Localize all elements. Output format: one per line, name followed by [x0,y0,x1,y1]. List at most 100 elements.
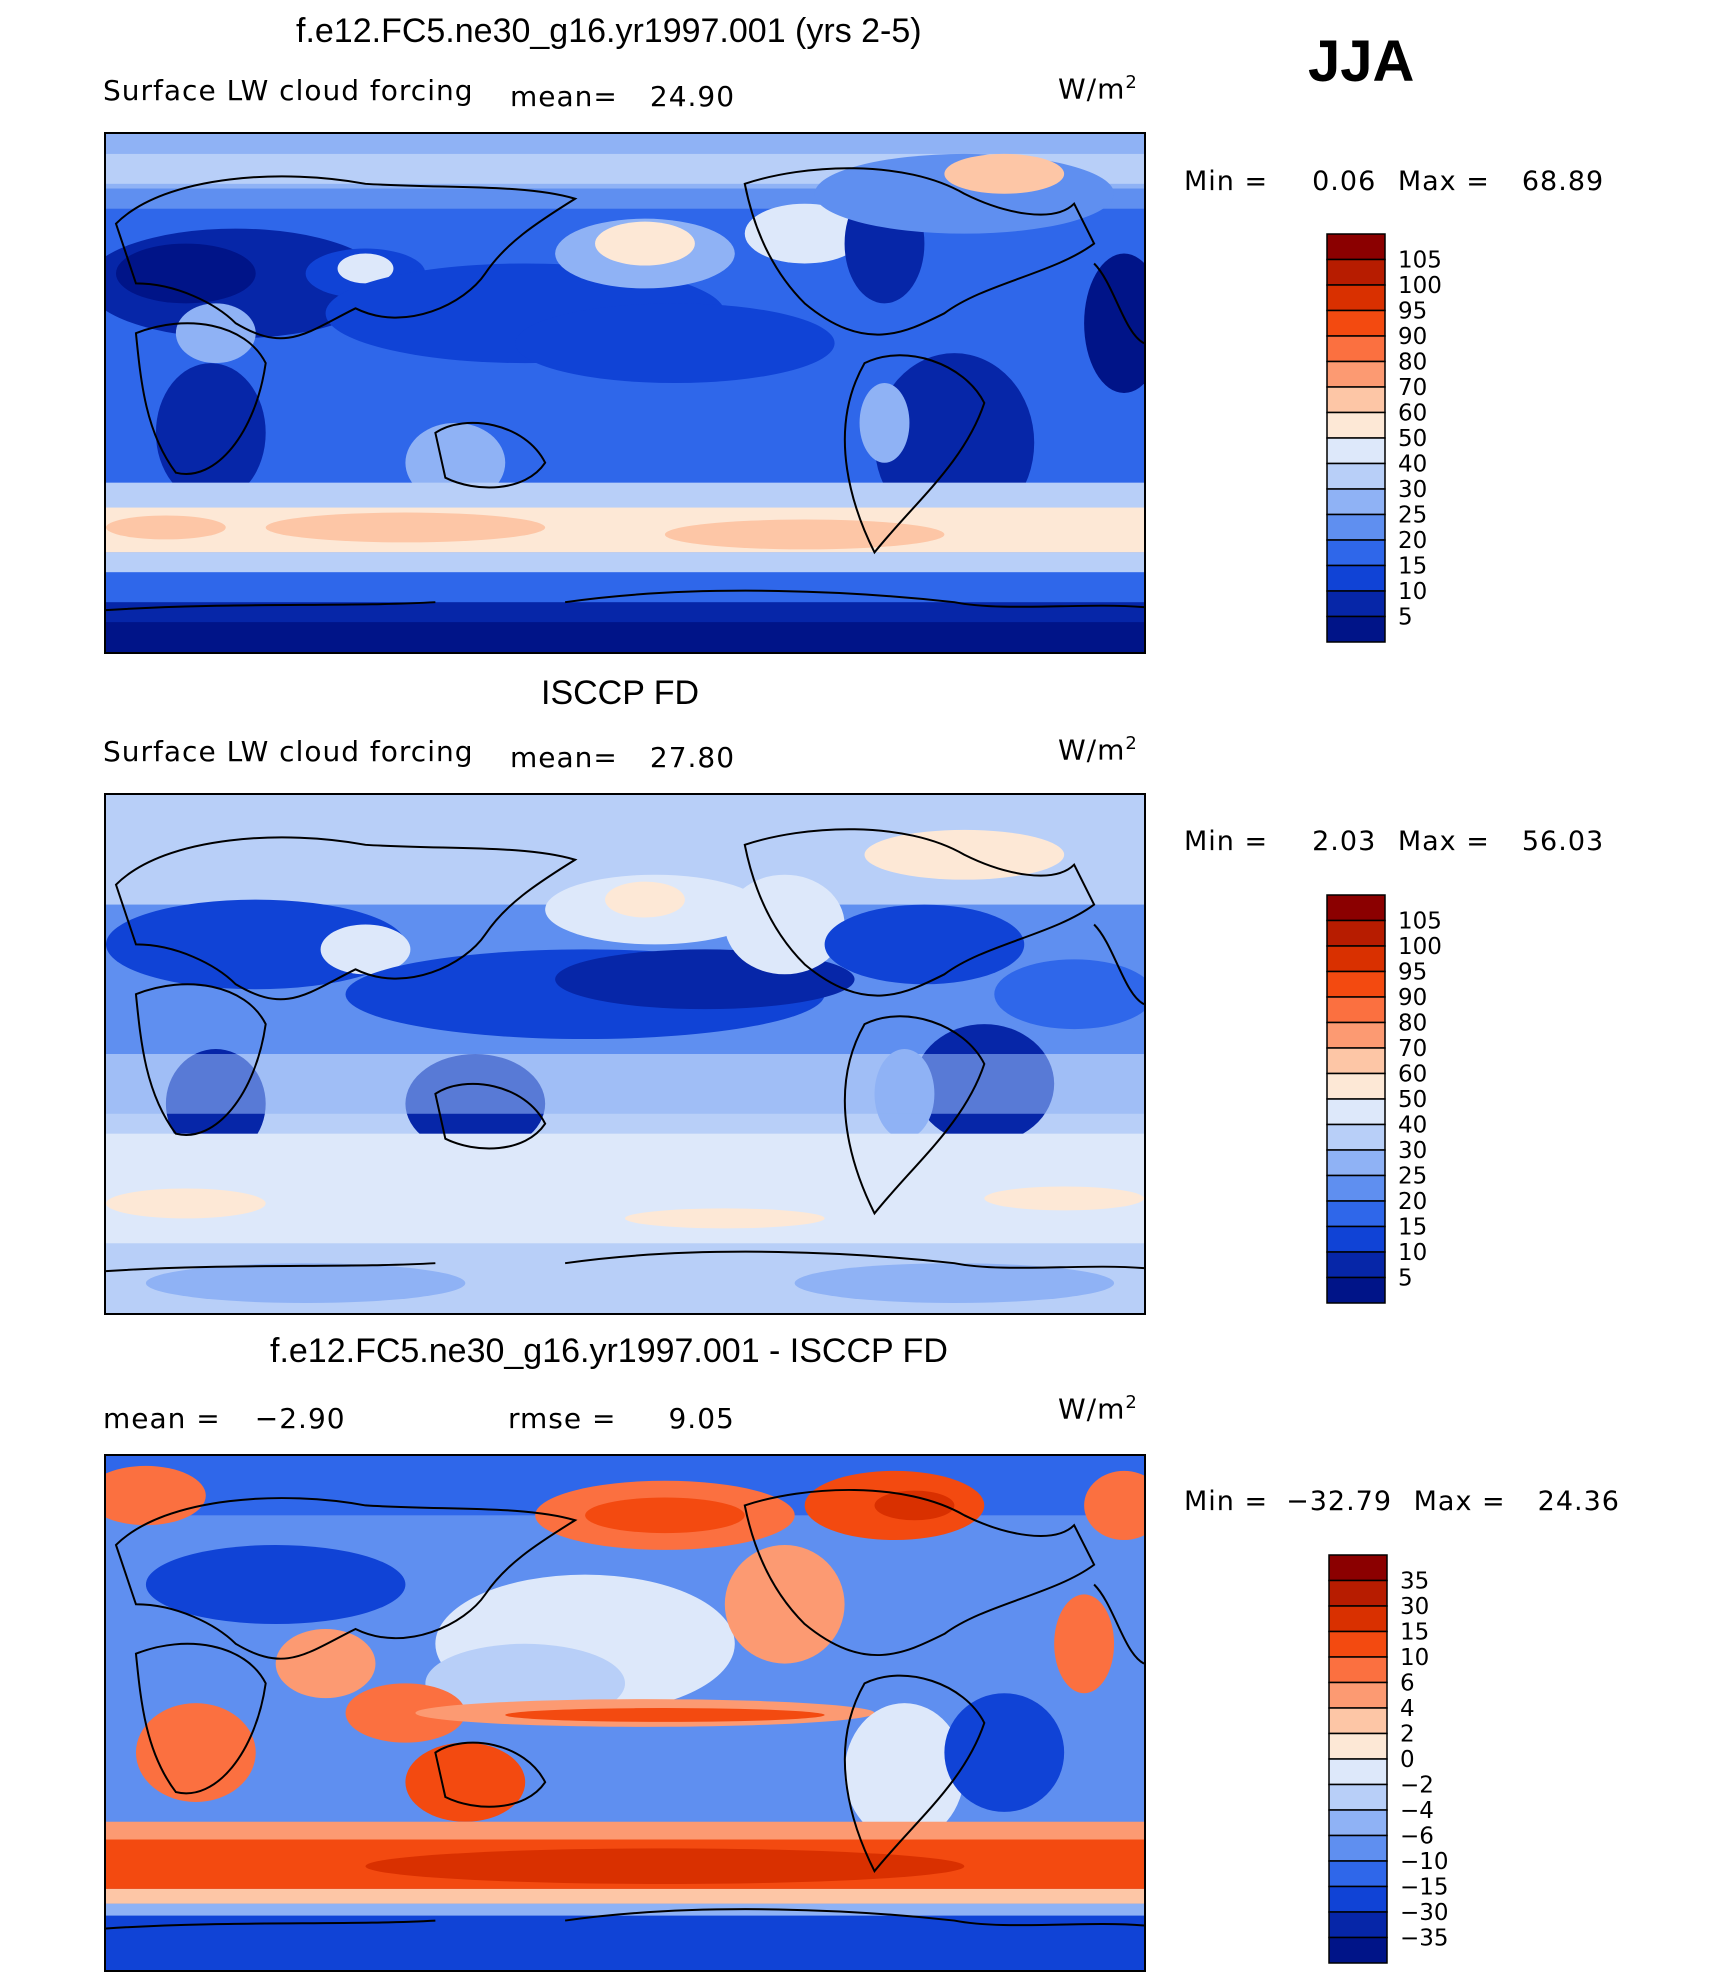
colorbar-swatch [1326,437,1386,465]
colorbar-tick-label: 40 [1398,452,1427,478]
panel-3-colorbar: 35 30 15 10 6 4 2 0 −2 −4 −6 −10 −15 −30 −35 [1328,1554,1496,1971]
colorbar-tick-label: 30 [1398,477,1427,503]
colorbar-swatch [1328,1732,1388,1760]
colorbar-swatch [1326,386,1386,414]
colorbar-tick-label: 10 [1400,1645,1429,1671]
colorbar-swatch [1328,1783,1388,1811]
panel-1-title: f.e12.FC5.ne30_g16.yr1997.001 (yrs 2-5) [296,12,922,50]
colorbar-tick-label: −2 [1400,1773,1434,1799]
colorbar-swatch [1326,360,1386,388]
colorbar-swatch [1326,1200,1386,1228]
colorbar-tick-label: 25 [1398,1164,1427,1190]
colorbar-swatch [1328,1656,1388,1684]
panel-1-units: W/m2 [1058,72,1138,106]
colorbar-tick-label: 100 [1398,934,1442,960]
colorbar-swatch [1326,1174,1386,1202]
panel-2-map [104,793,1146,1315]
colorbar-swatch [1326,919,1386,947]
colorbar-tick-label: 30 [1398,1138,1427,1164]
colorbar-swatch [1328,1911,1388,1939]
colorbar-swatch [1326,1225,1386,1253]
panel-3-map [104,1454,1146,1972]
colorbar-swatch [1326,1123,1386,1151]
panel-2-minmax: Min = 2.03 Max = 56.03 [1184,826,1605,857]
colorbar-tick-label: 90 [1398,985,1427,1011]
colorbar-tick-label: 15 [1398,554,1427,580]
colorbar-swatch [1328,1860,1388,1888]
colorbar-swatch [1326,1072,1386,1100]
colorbar-swatch [1326,945,1386,973]
panel-2-variable: Surface LW cloud forcing [103,735,474,768]
colorbar-tick-label: 80 [1398,1011,1427,1037]
colorbar-swatch [1328,1707,1388,1735]
colorbar-tick-label: 2 [1400,1722,1415,1748]
colorbar-tick-label: 35 [1400,1569,1429,1595]
colorbar-tick-label: −30 [1400,1900,1449,1926]
colorbar-tick-label: 70 [1398,1036,1427,1062]
panel-3-title: f.e12.FC5.ne30_g16.yr1997.001 - ISCCP FD [270,1332,948,1370]
colorbar-tick-label: 5 [1398,1266,1413,1292]
colorbar-tick-label: 95 [1398,299,1427,325]
colorbar-tick-label: −6 [1400,1824,1434,1850]
panel-2-colorbar: 105 100 95 90 80 70 60 50 40 30 25 20 15 10 5 [1326,894,1494,1311]
colorbar-swatch [1326,335,1386,363]
colorbar-tick-label: 30 [1400,1594,1429,1620]
colorbar-swatch [1326,970,1386,998]
colorbar-swatch [1326,1098,1386,1126]
panel-1-variable: Surface LW cloud forcing [103,74,474,107]
panel-3-mean: mean = −2.90 [103,1402,346,1435]
colorbar-tick-label: 10 [1398,579,1427,605]
colorbar-tick-label: −15 [1400,1875,1449,1901]
colorbar-tick-label: 10 [1398,1240,1427,1266]
colorbar-tick-label: 6 [1400,1671,1415,1697]
colorbar-swatch [1326,462,1386,490]
colorbar-swatch [1328,1936,1388,1964]
colorbar-tick-label: 20 [1398,528,1427,554]
colorbar-swatch [1326,488,1386,516]
colorbar-tick-label: −10 [1400,1849,1449,1875]
colorbar-tick-label: 20 [1398,1189,1427,1215]
panel-3-units: W/m2 [1058,1392,1138,1426]
colorbar-tick-label: 60 [1398,401,1427,427]
colorbar-swatch [1328,1758,1388,1786]
colorbar-swatch [1326,590,1386,618]
colorbar-tick-label: 80 [1398,350,1427,376]
colorbar-swatch [1326,258,1386,286]
colorbar-swatch [1326,1251,1386,1279]
colorbar-swatch [1326,894,1386,922]
panel-1-map [104,132,1146,654]
panel-3-rmse: rmse = 9.05 [508,1402,735,1435]
colorbar-swatch [1326,513,1386,541]
colorbar-tick-label: 100 [1398,273,1442,299]
panel-1-colorbar: 105 100 95 90 80 70 60 50 40 30 25 20 15 10 5 [1326,233,1494,650]
colorbar-tick-label: 105 [1398,248,1442,274]
panel-2-mean: mean= 27.80 [510,741,736,774]
panel-2-title: ISCCP FD [541,674,700,712]
colorbar-tick-label: 60 [1398,1062,1427,1088]
colorbar-tick-label: 40 [1398,1113,1427,1139]
colorbar-swatch [1326,539,1386,567]
colorbar-swatch [1326,564,1386,592]
panel-1-minmax: Min = 0.06 Max = 68.89 [1184,166,1605,197]
colorbar-tick-label: 95 [1398,960,1427,986]
colorbar-tick-label: 0 [1400,1747,1415,1773]
colorbar-tick-label: 50 [1398,426,1427,452]
colorbar-swatch [1328,1630,1388,1658]
colorbar-swatch [1328,1579,1388,1607]
colorbar-swatch [1328,1885,1388,1913]
panel-2-units: W/m2 [1058,733,1138,767]
colorbar-tick-label: 70 [1398,375,1427,401]
colorbar-swatch [1326,1047,1386,1075]
colorbar-swatch [1328,1605,1388,1633]
colorbar-tick-label: −35 [1400,1926,1449,1952]
colorbar-tick-label: 50 [1398,1087,1427,1113]
colorbar-swatch [1328,1681,1388,1709]
colorbar-swatch [1326,996,1386,1024]
season-label: JJA [1308,29,1415,94]
colorbar-tick-label: 5 [1398,605,1413,631]
colorbar-swatch [1328,1809,1388,1837]
panel-1-mean: mean= 24.90 [510,80,736,113]
colorbar-swatch [1326,309,1386,337]
colorbar-tick-label: 15 [1400,1620,1429,1646]
colorbar-tick-label: 15 [1398,1215,1427,1241]
